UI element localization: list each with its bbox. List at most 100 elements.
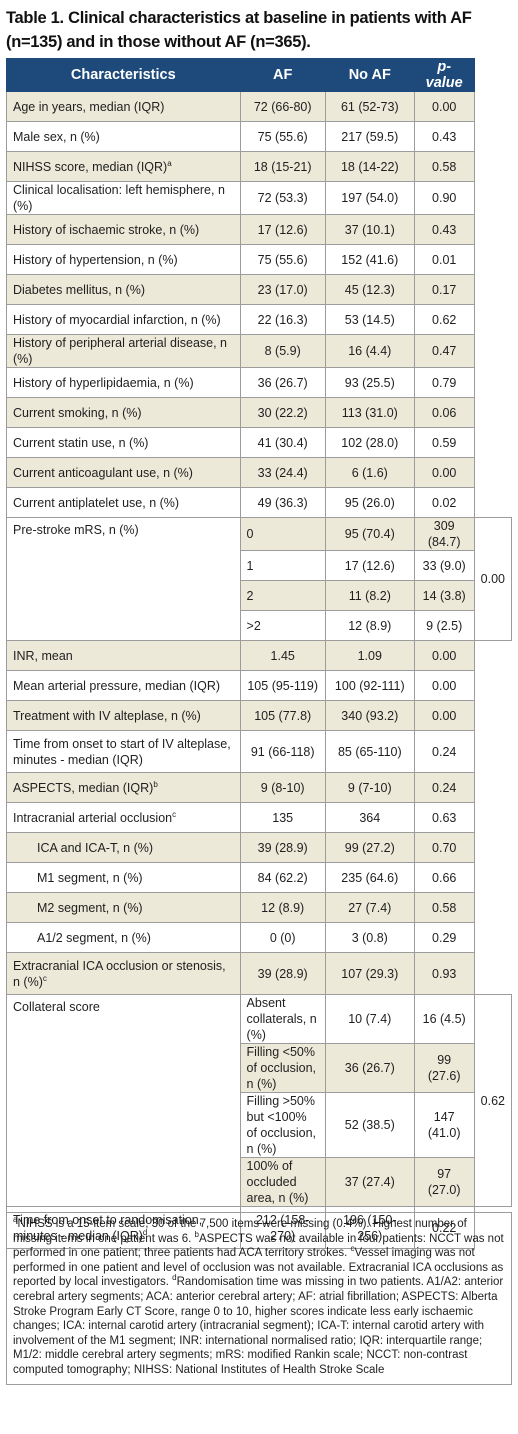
no-af-value: 93 (25.5)	[324, 367, 415, 398]
table-row: Pre-stroke mRS, n (%) 0 95 (70.4) 309 (84.7…	[6, 517, 513, 641]
row-label: Treatment with IV alteplase, n (%)	[13, 708, 201, 723]
table-row: M1 segment, n (%) 84 (62.2) 235 (64.6) 0.66	[6, 862, 512, 893]
row-label: Current statin use, n (%)	[13, 435, 149, 450]
p-value: 0.58	[413, 892, 475, 923]
table-row: INR, mean 1.45 1.09 0.00	[6, 640, 512, 671]
p-value: 0.66	[413, 862, 475, 893]
no-af-value: 45 (12.3)	[324, 274, 415, 305]
table-footnote: aNIHSS is a 15-item scale; 30 of the 7,5…	[6, 1212, 512, 1385]
header-no-af: No AF	[324, 58, 415, 92]
footnote-marker: b	[153, 779, 158, 789]
no-af-value: 99 (27.6)	[413, 1043, 475, 1093]
af-value: 23 (17.0)	[239, 274, 326, 305]
no-af-value: 235 (64.6)	[324, 862, 415, 893]
table-row: M2 segment, n (%) 12 (8.9) 27 (7.4) 0.58	[6, 892, 512, 923]
p-value: 0.63	[413, 802, 475, 833]
no-af-value: 3 (0.8)	[324, 922, 415, 953]
af-value: 8 (5.9)	[239, 334, 326, 368]
row-label: History of hyperlipidaemia, n (%)	[13, 375, 194, 390]
row-label-cell: Extracranial ICA occlusion or stenosis, …	[6, 952, 241, 995]
row-label-cell: Time from onset to start of IV alteplase…	[6, 730, 241, 773]
table-title: Table 1. Clinical characteristics at bas…	[6, 9, 472, 51]
table-row: History of hypertension, n (%) 75 (55.6) 1…	[6, 244, 512, 275]
af-value: 95 (70.4)	[324, 517, 415, 551]
sub-row-label: 1	[239, 550, 326, 581]
table-row: Filling <50% of occlusion, n (%) 36 (26.7…	[7, 1043, 512, 1093]
p-value: 0.29	[413, 922, 475, 953]
group-label-cell: Collateral score	[6, 994, 241, 1207]
sub-row-label: Filling >50% but <100% of occlusion, n (…	[239, 1092, 326, 1158]
no-af-value: 16 (4.4)	[324, 334, 415, 368]
table-header-row: Characteristics AF No AF p-value	[6, 58, 512, 92]
row-label-cell: Treatment with IV alteplase, n (%)	[6, 700, 241, 731]
p-value: 0.93	[413, 952, 475, 995]
table-row: Intracranial arterial occlusionc 135 364 0.…	[6, 802, 512, 833]
sub-row-label: 0	[239, 517, 326, 551]
row-label: NIHSS score, median (IQR)	[13, 159, 168, 174]
header-af: AF	[239, 58, 326, 92]
row-label: Time from onset to randomisation, minute…	[13, 1212, 203, 1243]
no-af-value: 309 (84.7)	[413, 517, 475, 551]
footnote-marker: a	[167, 158, 172, 168]
af-value: 33 (24.4)	[239, 457, 326, 488]
p-value: 0.06	[413, 397, 475, 428]
table-row: Mean arterial pressure, median (IQR) 105 …	[6, 670, 512, 701]
table-row: Current smoking, n (%) 30 (22.2) 113 (31.0…	[6, 397, 512, 428]
footnote-mark-a: a	[13, 1215, 18, 1225]
no-af-value: 37 (10.1)	[324, 214, 415, 245]
row-label: Time from onset to start of IV alteplase…	[13, 736, 231, 767]
table-row: 100% of occluded area, n (%) 37 (27.4) 97 …	[7, 1157, 512, 1207]
no-af-value: 61 (52-73)	[324, 91, 415, 122]
af-value: 37 (27.4)	[324, 1157, 415, 1207]
row-label: Clinical localisation: left hemisphere, …	[13, 183, 225, 213]
table-row: Time from onset to randomisation, minute…	[6, 1206, 512, 1249]
af-value: 135	[239, 802, 326, 833]
no-af-value: 95 (26.0)	[324, 487, 415, 518]
table-body: Age in years, median (IQR) 72 (66-80) 61 (…	[6, 91, 513, 1249]
table-row: 2 11 (8.2) 14 (3.8)	[7, 580, 512, 611]
no-af-value: 102 (28.0)	[324, 427, 415, 458]
footnote-marker: c	[42, 973, 47, 983]
no-af-value: 33 (9.0)	[413, 550, 475, 581]
af-value: 12 (8.9)	[324, 610, 415, 641]
table-row: A1/2 segment, n (%) 0 (0) 3 (0.8) 0.29	[6, 922, 512, 953]
p-value: 0.90	[413, 181, 475, 215]
no-af-value: 97 (27.0)	[413, 1157, 475, 1207]
af-value: 36 (26.7)	[239, 367, 326, 398]
table-row: 1 17 (12.6) 33 (9.0)	[7, 550, 512, 581]
p-value: 0.00	[413, 700, 475, 731]
row-label: Current anticoagulant use, n (%)	[13, 465, 193, 480]
p-value: 0.43	[413, 214, 475, 245]
af-value: 9 (8-10)	[239, 772, 326, 803]
header-characteristics: Characteristics	[6, 58, 241, 92]
table-row: Time from onset to start of IV alteplase…	[6, 730, 512, 773]
row-label: ASPECTS, median (IQR)	[13, 780, 154, 795]
row-label-cell: History of ischaemic stroke, n (%)	[6, 214, 241, 245]
row-label-cell: Current antiplatelet use, n (%)	[6, 487, 241, 518]
af-value: 39 (28.9)	[239, 832, 326, 863]
p-value: 0.43	[413, 121, 475, 152]
table-row: History of ischaemic stroke, n (%) 17 (12…	[6, 214, 512, 245]
p-value: 0.00	[413, 91, 475, 122]
footnote-mark-c: c	[350, 1244, 355, 1254]
p-value: 0.62	[413, 304, 475, 335]
table-container: Characteristics AF No AF p-value Age in …	[6, 58, 513, 1249]
row-label: ICA and ICA-T, n (%)	[37, 840, 154, 855]
p-value: 0.00	[413, 457, 475, 488]
table-row: History of myocardial infarction, n (%) 2…	[6, 304, 512, 335]
af-value: 105 (77.8)	[239, 700, 326, 731]
af-value: 11 (8.2)	[324, 580, 415, 611]
table-row: Treatment with IV alteplase, n (%) 105 (7…	[6, 700, 512, 731]
footnote-b: ASPECTS was not available in four patien…	[13, 1232, 504, 1260]
row-label-cell: ICA and ICA-T, n (%)	[6, 832, 241, 863]
p-value: 0.24	[413, 772, 475, 803]
no-af-value: 107 (29.3)	[324, 952, 415, 995]
p-value: 0.79	[413, 367, 475, 398]
row-label: Current smoking, n (%)	[13, 405, 142, 420]
no-af-value: 196 (150-256)	[324, 1206, 415, 1249]
footnote-mark-d: d	[172, 1273, 177, 1283]
row-label-cell: History of hyperlipidaemia, n (%)	[6, 367, 241, 398]
af-value: 72 (53.3)	[239, 181, 326, 215]
af-value: 30 (22.2)	[239, 397, 326, 428]
